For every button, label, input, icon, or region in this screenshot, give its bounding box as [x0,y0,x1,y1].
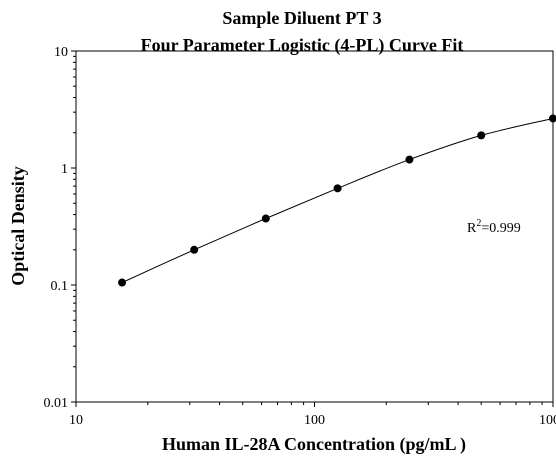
data-point [261,214,270,223]
chart-title: Sample Diluent PT 3 [222,8,381,28]
r-squared-annotation: R2=0.999 [467,218,521,236]
data-point [477,131,486,140]
data-point [190,245,199,254]
r-squared-superscript: 2 [476,218,481,229]
r-squared-value: =0.999 [481,221,520,236]
data-points [118,114,556,287]
y-axis-title: Optical Density [8,166,28,286]
chart-subtitle: Four Parameter Logistic (4-PL) Curve Fit [141,35,464,56]
y-tick-label: 10 [54,45,68,60]
x-tick-label: 100 [304,413,325,428]
y-axis: 0.01 0.1 1 10 [44,45,76,411]
y-tick-label: 1 [61,162,68,177]
y-tick-label: 0.01 [44,396,69,411]
r-squared-base: R [467,221,477,236]
data-point [118,278,127,287]
x-axis-title: Human IL-28A Concentration (pg/mL ) [162,434,466,455]
fit-curve-line [121,117,554,283]
x-axis: 10 100 1000 [69,402,556,428]
x-tick-label: 10 [69,413,83,428]
x-tick-label: 1000 [539,413,556,428]
y-tick-label: 0.1 [51,279,69,294]
data-point [405,155,414,164]
data-point [549,114,556,123]
data-point [333,184,342,193]
